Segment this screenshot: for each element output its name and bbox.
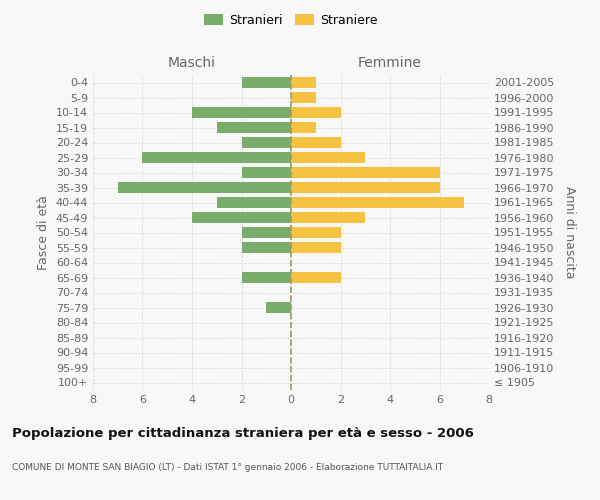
Bar bbox=[291, 137, 341, 148]
Bar bbox=[242, 137, 291, 148]
Bar bbox=[242, 167, 291, 178]
Bar bbox=[242, 272, 291, 283]
Bar bbox=[217, 122, 291, 133]
Bar bbox=[242, 227, 291, 238]
Bar bbox=[291, 182, 440, 193]
Bar bbox=[291, 272, 341, 283]
Legend: Stranieri, Straniere: Stranieri, Straniere bbox=[199, 8, 383, 32]
Text: COMUNE DI MONTE SAN BIAGIO (LT) - Dati ISTAT 1° gennaio 2006 - Elaborazione TUTT: COMUNE DI MONTE SAN BIAGIO (LT) - Dati I… bbox=[12, 462, 443, 471]
Text: Maschi: Maschi bbox=[168, 56, 216, 70]
Bar bbox=[291, 122, 316, 133]
Bar bbox=[291, 92, 316, 103]
Bar bbox=[118, 182, 291, 193]
Bar bbox=[143, 152, 291, 163]
Bar bbox=[291, 77, 316, 88]
Y-axis label: Fasce di età: Fasce di età bbox=[37, 195, 50, 270]
Bar bbox=[291, 107, 341, 118]
Bar bbox=[291, 227, 341, 238]
Text: Popolazione per cittadinanza straniera per età e sesso - 2006: Popolazione per cittadinanza straniera p… bbox=[12, 428, 474, 440]
Bar bbox=[266, 302, 291, 313]
Bar bbox=[192, 107, 291, 118]
Bar bbox=[291, 242, 341, 253]
Bar bbox=[242, 77, 291, 88]
Bar bbox=[291, 197, 464, 208]
Text: Femmine: Femmine bbox=[358, 56, 422, 70]
Bar bbox=[291, 152, 365, 163]
Bar bbox=[242, 242, 291, 253]
Bar bbox=[291, 212, 365, 223]
Bar bbox=[291, 167, 440, 178]
Y-axis label: Anni di nascita: Anni di nascita bbox=[563, 186, 575, 279]
Bar bbox=[217, 197, 291, 208]
Bar bbox=[192, 212, 291, 223]
